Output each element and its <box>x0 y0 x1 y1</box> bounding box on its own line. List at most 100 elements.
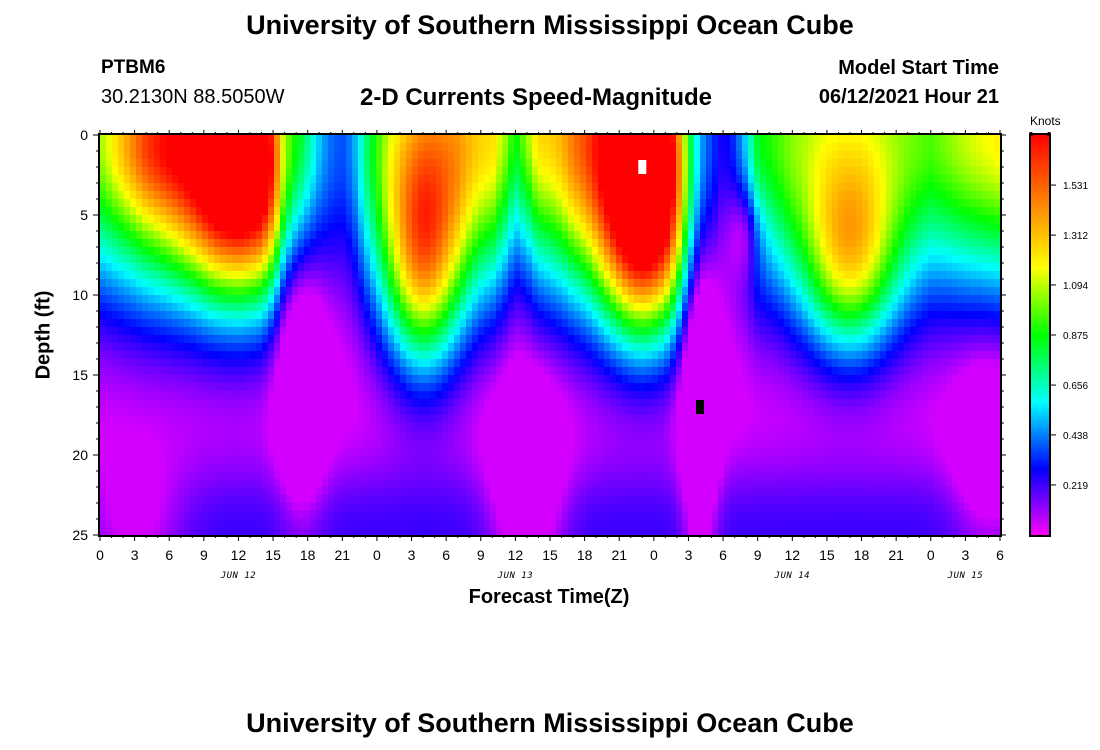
heatmap-cell <box>130 159 137 168</box>
heatmap-cell <box>448 183 455 192</box>
heatmap-cell <box>622 263 629 272</box>
heatmap-cell <box>658 527 665 536</box>
heatmap-cell <box>154 143 161 152</box>
heatmap-cell <box>430 215 437 224</box>
heatmap-cell <box>376 455 383 464</box>
heatmap-cell <box>268 303 275 312</box>
heatmap-cell <box>358 351 365 360</box>
heatmap-cell <box>172 239 179 248</box>
heatmap-cell <box>448 407 455 416</box>
heatmap-cell <box>202 271 209 280</box>
heatmap-cell <box>490 287 497 296</box>
heatmap-cell <box>556 191 563 200</box>
heatmap-cell <box>634 239 641 248</box>
heatmap-cell <box>316 167 323 176</box>
heatmap-cell <box>208 503 215 512</box>
heatmap-cell <box>514 359 521 368</box>
heatmap-cell <box>436 343 443 352</box>
heatmap-cell <box>430 191 437 200</box>
heatmap-cell <box>292 343 299 352</box>
heatmap-cell <box>442 199 449 208</box>
heatmap-cell <box>484 359 491 368</box>
heatmap-cell <box>226 191 233 200</box>
heatmap-cell <box>106 511 113 520</box>
heatmap-cell <box>658 359 665 368</box>
heatmap-cell <box>658 479 665 488</box>
heatmap-cell <box>394 431 401 440</box>
heatmap-cell <box>148 191 155 200</box>
heatmap-cell <box>580 391 587 400</box>
heatmap-cell <box>406 287 413 296</box>
heatmap-cell <box>514 175 521 184</box>
heatmap-cell <box>586 231 593 240</box>
heatmap-cell <box>484 519 491 528</box>
heatmap-cell <box>280 511 287 520</box>
heatmap-cell <box>622 231 629 240</box>
heatmap-cell <box>316 439 323 448</box>
heatmap-cell <box>454 271 461 280</box>
heatmap-cell <box>586 255 593 264</box>
heatmap-cell <box>448 279 455 288</box>
heatmap-cell <box>190 519 197 528</box>
heatmap-cell <box>562 487 569 496</box>
heatmap-cell <box>616 247 623 256</box>
heatmap-cell <box>136 439 143 448</box>
heatmap-cell <box>436 527 443 536</box>
heatmap-cell <box>436 319 443 328</box>
heatmap-cell <box>478 423 485 432</box>
heatmap-cell <box>250 351 257 360</box>
heatmap-cell <box>274 303 281 312</box>
heatmap-cell <box>664 199 671 208</box>
heatmap-cell <box>166 247 173 256</box>
heatmap-cell <box>406 199 413 208</box>
heatmap-cell <box>580 191 587 200</box>
heatmap-cell <box>238 151 245 160</box>
heatmap-cell <box>280 223 287 232</box>
heatmap-cell <box>652 215 659 224</box>
heatmap-cell <box>310 159 317 168</box>
heatmap-cell <box>688 399 695 408</box>
heatmap-cell <box>496 431 503 440</box>
heatmap-cell <box>208 271 215 280</box>
heatmap-cell <box>394 455 401 464</box>
heatmap-cell <box>508 215 515 224</box>
heatmap-cell <box>202 351 209 360</box>
heatmap-cell <box>382 199 389 208</box>
heatmap-cell <box>412 279 419 288</box>
heatmap-cell <box>268 503 275 512</box>
heatmap-cell <box>232 215 239 224</box>
heatmap-cell <box>298 199 305 208</box>
heatmap-cell <box>226 431 233 440</box>
heatmap-cell <box>586 399 593 408</box>
heatmap-cell <box>172 335 179 344</box>
heatmap-cell <box>568 447 575 456</box>
heatmap-cell <box>586 383 593 392</box>
heatmap-cell <box>676 311 683 320</box>
heatmap-cell <box>244 263 251 272</box>
heatmap-cell <box>262 255 269 264</box>
heatmap-cell <box>232 199 239 208</box>
heatmap-cell <box>676 239 683 248</box>
heatmap-cell <box>544 479 551 488</box>
heatmap-cell <box>670 375 677 384</box>
heatmap-cell <box>112 391 119 400</box>
heatmap-cell <box>556 391 563 400</box>
heatmap-cell <box>676 191 683 200</box>
heatmap-cell <box>526 223 533 232</box>
heatmap-cell <box>400 487 407 496</box>
heatmap-cell <box>502 487 509 496</box>
heatmap-cell <box>382 159 389 168</box>
heatmap-cell <box>616 399 623 408</box>
heatmap-cell <box>370 255 377 264</box>
heatmap-cell <box>190 367 197 376</box>
heatmap-cell <box>376 383 383 392</box>
heatmap-cell <box>160 143 167 152</box>
heatmap-cell <box>448 383 455 392</box>
heatmap-cell <box>604 279 611 288</box>
heatmap-cell <box>292 479 299 488</box>
heatmap-cell <box>448 319 455 328</box>
heatmap-cell <box>556 279 563 288</box>
heatmap-cell <box>652 487 659 496</box>
heatmap-cell <box>490 359 497 368</box>
heatmap-cell <box>550 215 557 224</box>
